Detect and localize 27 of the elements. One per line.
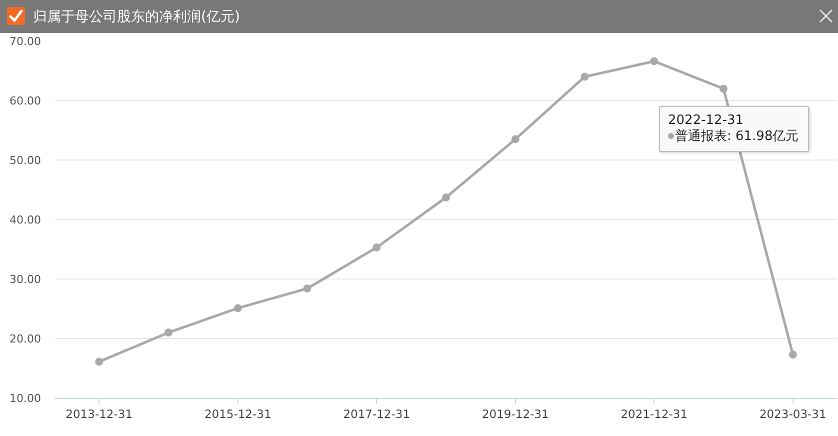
y-tick-label: 40.00 [10, 213, 41, 226]
x-tick-label: 2023-03-31 [759, 406, 826, 421]
point [442, 193, 450, 202]
point [720, 84, 728, 93]
point [788, 350, 797, 359]
point [164, 328, 172, 337]
chart-title: 归属于母公司股东的净利润(亿元) [33, 8, 240, 26]
x-tick-label: 2015-12-31 [204, 406, 272, 421]
annotation: 普通报表: 61.98亿元 [675, 129, 799, 144]
y-tick-label: 20.00 [10, 332, 41, 346]
x-tick-label: 2017-12-31 [343, 406, 410, 421]
x-tick-label: 2021-12-31 [620, 406, 688, 421]
y-tick-label: 50.00 [10, 154, 41, 167]
point [511, 135, 520, 144]
y-tick-label: 70.00 [10, 34, 41, 48]
y-tick-label: 10.00 [10, 392, 41, 405]
point [234, 304, 242, 312]
point [95, 358, 104, 366]
x-tick-label: 2019-12-31 [482, 406, 549, 421]
y-tick-label: 30.00 [10, 272, 41, 286]
annotation: 2022-12-31 [668, 113, 744, 128]
point [372, 243, 381, 252]
point [580, 72, 589, 81]
point [650, 57, 658, 66]
point [303, 284, 312, 293]
x-tick-label: 2013-12-31 [66, 406, 133, 421]
y-tick-label: 60.00 [10, 94, 41, 108]
